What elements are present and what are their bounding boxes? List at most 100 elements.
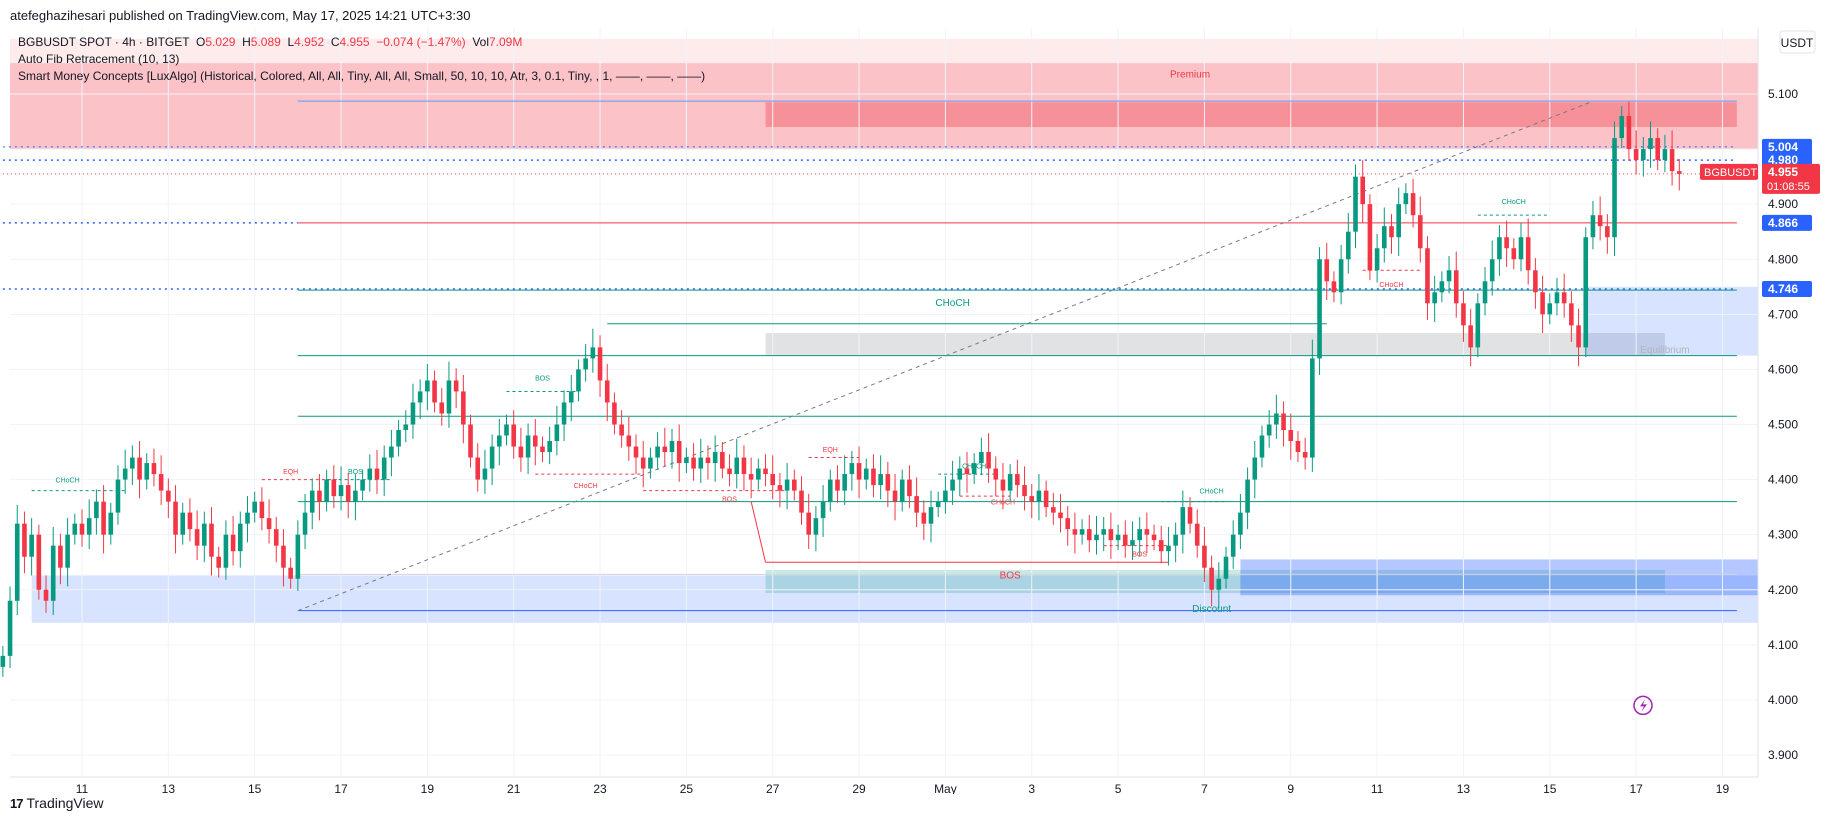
x-tick-label: 25 [680, 782, 694, 794]
candle-body [453, 380, 459, 392]
candle-body [540, 446, 545, 453]
candle-body [1295, 441, 1301, 453]
discount-zone [31, 575, 1758, 623]
candle-body [1576, 325, 1581, 348]
annotation-label: CHoCH [1502, 199, 1526, 206]
candle-body [993, 468, 999, 480]
x-tick-label: 19 [1716, 782, 1730, 794]
volume-value: 7.09M [489, 35, 523, 49]
annotation-label: CHoCH [991, 499, 1015, 506]
annotation-label: BOS [722, 497, 737, 504]
candle-body [252, 501, 257, 513]
candle-body [1108, 529, 1114, 541]
candle-body [964, 468, 970, 475]
candle-body [813, 518, 819, 535]
candle-body [86, 518, 92, 535]
close-label: C [330, 35, 340, 49]
candle-body [1101, 529, 1106, 535]
x-tick-label: 3 [1028, 782, 1035, 794]
candle-body [151, 463, 157, 475]
candle-body [1058, 512, 1063, 519]
candle-body [288, 567, 293, 579]
candle-body [1072, 529, 1078, 535]
candle-body [1238, 512, 1243, 535]
brand-name: TradingView [26, 795, 104, 811]
candle-body [1087, 529, 1092, 541]
candle-body [0, 655, 6, 667]
candle-body [1381, 226, 1387, 249]
candle-body [396, 430, 401, 447]
candle-body [1468, 325, 1473, 348]
candle-body [691, 457, 696, 469]
x-tick-label: 23 [593, 782, 607, 794]
annotation-label: BOS [535, 375, 550, 382]
candle-body [727, 468, 732, 475]
candle-body [662, 446, 668, 453]
candle-body [1079, 529, 1085, 535]
chart-area[interactable]: Premium CHoCH Equilibrium BOS Discount CHoCH E… [0, 28, 1835, 796]
candle-body [1597, 215, 1603, 227]
candle-body [1158, 540, 1164, 552]
y-tick-label: 4.900 [1768, 197, 1798, 211]
candle-body [79, 523, 85, 535]
price-chart[interactable]: Premium CHoCH Equilibrium BOS Discount CHoCH E… [0, 28, 1835, 796]
lightning-icon[interactable] [1633, 695, 1653, 716]
indicator-fib[interactable]: Auto Fib Retracement (10, 13) [18, 52, 180, 66]
candle-body [1310, 358, 1315, 458]
candle-body [612, 402, 617, 425]
candle-body [770, 474, 776, 486]
candle-body [1439, 281, 1445, 293]
candle-body [878, 474, 883, 486]
candle-body [1187, 507, 1193, 524]
candle-body [65, 534, 70, 568]
candle-body [820, 501, 826, 519]
candle-body [324, 479, 329, 502]
candle-body [461, 391, 466, 425]
candle-body [417, 391, 423, 403]
candle-body [1554, 292, 1560, 304]
candle-body [187, 512, 193, 530]
candle-body [1266, 424, 1272, 436]
candle-body [583, 358, 588, 370]
candle-body [1338, 259, 1344, 293]
candle-body [1274, 413, 1279, 425]
candle-body [1590, 215, 1596, 238]
candle-body [518, 446, 524, 458]
candle-body [1094, 534, 1099, 541]
candle-body [1324, 259, 1330, 282]
candle-body [633, 446, 639, 458]
price-label-box [1762, 280, 1812, 297]
candle-body [720, 452, 725, 469]
candle-body [827, 479, 833, 502]
candle-body [338, 485, 344, 497]
candle-body [72, 523, 78, 535]
candle-body [122, 468, 128, 480]
candle-body [403, 424, 409, 431]
candle-body [1331, 281, 1337, 293]
symbol-info[interactable]: BGBUSDT SPOT · 4h · BITGET [18, 35, 190, 49]
footer-brand[interactable]: 17 TradingView [10, 795, 104, 811]
candle-body [1144, 529, 1150, 535]
x-tick-label: 13 [162, 782, 176, 794]
candle-body [1288, 430, 1294, 442]
candle-body [1281, 413, 1286, 431]
candle-body [1180, 507, 1186, 535]
last-price-box [1762, 163, 1820, 194]
indicator-smc[interactable]: Smart Money Concepts [LuxAlgo] (Historic… [18, 69, 706, 83]
annotation-label: Equilibrium [1640, 345, 1689, 356]
high-label: H [242, 35, 251, 49]
candle-body [1036, 490, 1042, 502]
candle-body [1482, 281, 1488, 304]
candle-body [1489, 259, 1495, 282]
annotation-label: BOS [348, 469, 363, 476]
candle-body [1202, 545, 1207, 568]
annotation-label: EQH [823, 447, 838, 454]
candle-body [806, 512, 811, 535]
candle-body [29, 534, 34, 557]
candle-body [367, 468, 373, 480]
candle-body [748, 474, 754, 480]
price-label: 4.980 [1768, 153, 1798, 167]
x-tick-label: 27 [766, 782, 780, 794]
candle-body [899, 479, 905, 502]
candle-body [273, 529, 279, 546]
